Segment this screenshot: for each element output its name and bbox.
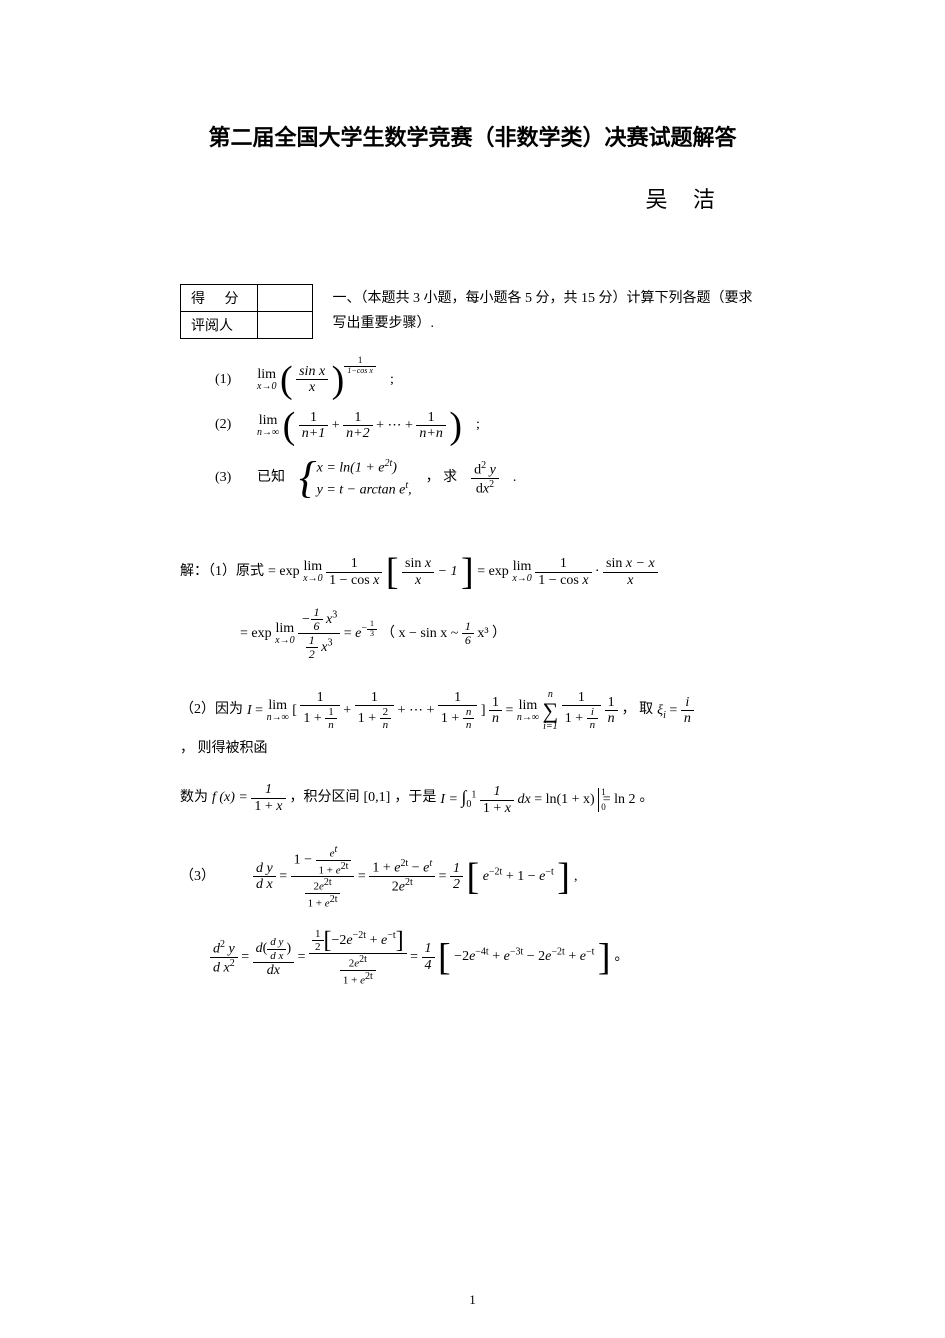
solution-1: 解：（1）原式 = exp limx→0 11 − cos x [ sin xx… <box>180 556 765 662</box>
section-intro: 一、（本题共 3 小题，每小题各 5 分，共 15 分）计算下列各题（要求写出重… <box>333 284 766 336</box>
problem-3: (3) 已知 { x = ln(1 + e2t) y = t − arctan … <box>215 456 765 501</box>
score-table: 得 分 评阅人 <box>180 284 313 339</box>
section-header: 得 分 评阅人 一、（本题共 3 小题，每小题各 5 分，共 15 分）计算下列… <box>180 284 765 339</box>
page-title: 第二届全国大学生数学竞赛（非数学类）决赛试题解答 <box>180 120 765 152</box>
page-number: 1 <box>0 1292 945 1308</box>
problem-2: (2) limn→∞ ( 1n+1 + 1n+2 + ⋯ + 1n+n ) ; <box>215 410 765 442</box>
problem-3-find: ， 求 <box>426 463 458 494</box>
problem-3-end: . <box>513 463 517 494</box>
problem-2-end: ; <box>476 410 480 441</box>
problem-3-d2y: d2 ydx2 <box>471 460 499 497</box>
problem-3-cases: { x = ln(1 + e2t) y = t − arctan et, <box>299 456 412 501</box>
problem-2-math: limn→∞ ( 1n+1 + 1n+2 + ⋯ + 1n+n ) <box>257 410 462 442</box>
author-name: 吴 洁 <box>180 182 725 214</box>
problem-1-num: (1) <box>215 365 243 396</box>
score-blank <box>257 285 312 312</box>
problem-3-known: 已知 <box>257 463 285 494</box>
problem-1-end: ; <box>390 365 394 396</box>
problem-1-math: limx→0 ( sin xx )11−cos x <box>257 364 376 396</box>
solution-3: （3） d yd x = 1 − et1 + e2t 2e2t1 + e2t =… <box>180 844 765 987</box>
reviewer-label: 评阅人 <box>181 312 258 339</box>
sol1-note: （ x − sin x ~ 16 x³ ） <box>381 620 506 648</box>
solutions: 解：（1）原式 = exp limx→0 11 − cos x [ sin xx… <box>180 556 765 986</box>
sol2-prefix: （2）因为 <box>180 697 243 724</box>
sol3-prefix: （3） <box>180 864 215 891</box>
problem-list: (1) limx→0 ( sin xx )11−cos x ; (2) limn… <box>215 364 765 501</box>
problem-2-num: (2) <box>215 410 243 441</box>
reviewer-blank <box>257 312 312 339</box>
problem-3-num: (3) <box>215 463 243 494</box>
problem-1: (1) limx→0 ( sin xx )11−cos x ; <box>215 364 765 396</box>
sol1-prefix: 解：（1）原式 <box>180 559 264 586</box>
solution-2: （2）因为 I = limn→∞ [ 11 + 1n + 11 + 2n + ⋯… <box>180 690 765 816</box>
score-label: 得 分 <box>181 285 258 312</box>
